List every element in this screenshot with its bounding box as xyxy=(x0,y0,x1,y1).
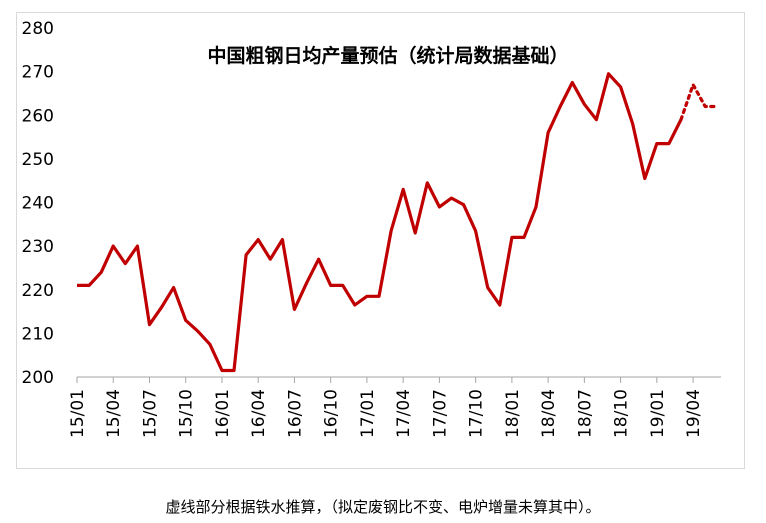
x-tick-label: 18/10 xyxy=(612,389,632,438)
x-tick-label: 17/07 xyxy=(430,389,450,438)
x-tick-label: 16/01 xyxy=(213,389,233,438)
x-tick-label: 17/10 xyxy=(467,389,487,438)
y-tick-label: 220 xyxy=(22,281,54,301)
x-tick-label: 18/04 xyxy=(539,389,559,438)
y-tick-label: 210 xyxy=(22,324,54,344)
y-tick-label: 200 xyxy=(22,368,54,388)
x-tick-label: 15/01 xyxy=(68,389,88,438)
y-tick-label: 250 xyxy=(22,150,54,170)
x-tick-label: 19/01 xyxy=(648,389,668,438)
x-tick-label: 19/04 xyxy=(684,389,704,438)
series-layer xyxy=(77,72,719,373)
y-tick-label: 230 xyxy=(22,237,54,257)
chart-title: 中国粗钢日均产量预估（统计局数据基础） xyxy=(207,44,568,67)
x-tick-label: 16/10 xyxy=(322,389,342,438)
y-tick-label: 270 xyxy=(22,63,54,83)
series-line-solid xyxy=(77,72,683,373)
x-tick-label: 15/04 xyxy=(104,389,124,438)
chart-caption: 虚线部分根据铁水推算，（拟定废钢比不变、电炉增量未算其中）。 xyxy=(165,498,601,516)
chart-frame xyxy=(16,12,745,469)
y-tick-label: 260 xyxy=(22,106,54,126)
y-tick-label: 240 xyxy=(22,194,54,214)
y-axis: 200 210 220 230 240 250 260 270 280 xyxy=(22,19,54,388)
series-line-dotted xyxy=(679,83,719,122)
x-axis: 15/01 15/04 15/07 15/10 16/01 16/04 16/07 16/10… xyxy=(68,376,721,438)
x-tick-label: 16/07 xyxy=(285,389,305,438)
chart: 中国粗钢日均产量预估（统计局数据基础） 200 210 220 230 240 250 26… xyxy=(22,19,721,438)
x-tick-label: 15/10 xyxy=(177,389,197,438)
x-tick-label: 18/07 xyxy=(575,389,595,438)
y-tick-label: 280 xyxy=(22,19,54,39)
x-tick-label: 16/04 xyxy=(249,389,269,438)
x-tick-label: 18/01 xyxy=(503,389,523,438)
x-tick-label: 17/04 xyxy=(394,389,414,438)
x-tick-label: 15/07 xyxy=(140,389,160,438)
x-tick-label: 17/01 xyxy=(358,389,378,438)
